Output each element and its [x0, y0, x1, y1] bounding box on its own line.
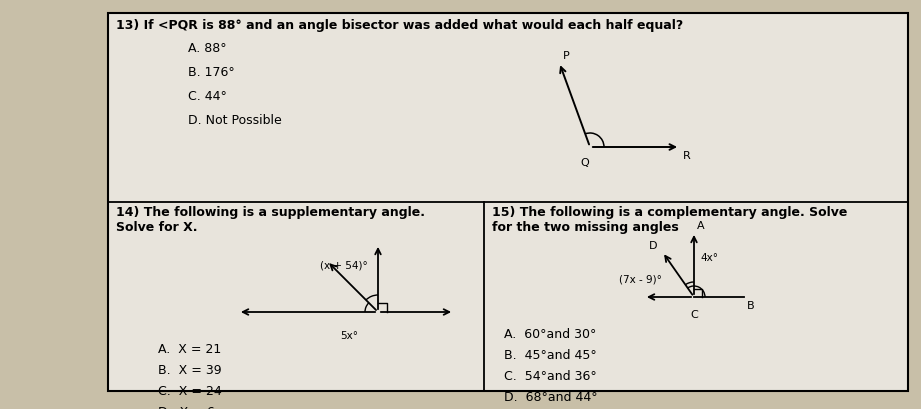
Text: P: P	[564, 51, 570, 61]
Text: B. 176°: B. 176°	[188, 66, 235, 79]
Text: D.  68°and 44°: D. 68°and 44°	[504, 390, 598, 403]
Text: B: B	[747, 300, 754, 310]
Text: (7x - 9)°: (7x - 9)°	[619, 274, 662, 284]
Bar	[108, 14, 908, 391]
Text: 15) The following is a complementary angle. Solve: 15) The following is a complementary ang…	[492, 205, 847, 218]
Text: for the two missing angles: for the two missing angles	[492, 220, 679, 234]
Text: D: D	[648, 240, 657, 250]
Text: A. 88°: A. 88°	[188, 42, 227, 55]
Text: Solve for X.: Solve for X.	[116, 220, 197, 234]
Text: 4x°: 4x°	[700, 252, 718, 262]
Text: (x + 54)°: (x + 54)°	[321, 261, 368, 270]
Text: 14) The following is a supplementary angle.: 14) The following is a supplementary ang…	[116, 205, 425, 218]
Text: C.  X = 24: C. X = 24	[158, 384, 222, 397]
Text: C: C	[690, 309, 698, 319]
Text: Q: Q	[580, 157, 589, 168]
Text: A.  60°and 30°: A. 60°and 30°	[504, 327, 597, 340]
Text: C.  54°and 36°: C. 54°and 36°	[504, 369, 597, 382]
Text: 13) If <PQR is 88° and an angle bisector was added what would each half equal?: 13) If <PQR is 88° and an angle bisector…	[116, 19, 683, 32]
Text: R: R	[683, 151, 691, 161]
Text: B.  45°and 45°: B. 45°and 45°	[504, 348, 597, 361]
Text: A.  X = 21: A. X = 21	[158, 342, 221, 355]
Text: C. 44°: C. 44°	[188, 90, 227, 103]
Text: B.  X = 39: B. X = 39	[158, 363, 222, 376]
Text: D. Not Possible: D. Not Possible	[188, 114, 282, 127]
Text: 5x°: 5x°	[340, 330, 358, 340]
Text: D.  X = 6: D. X = 6	[158, 405, 215, 409]
Text: A: A	[697, 220, 705, 230]
